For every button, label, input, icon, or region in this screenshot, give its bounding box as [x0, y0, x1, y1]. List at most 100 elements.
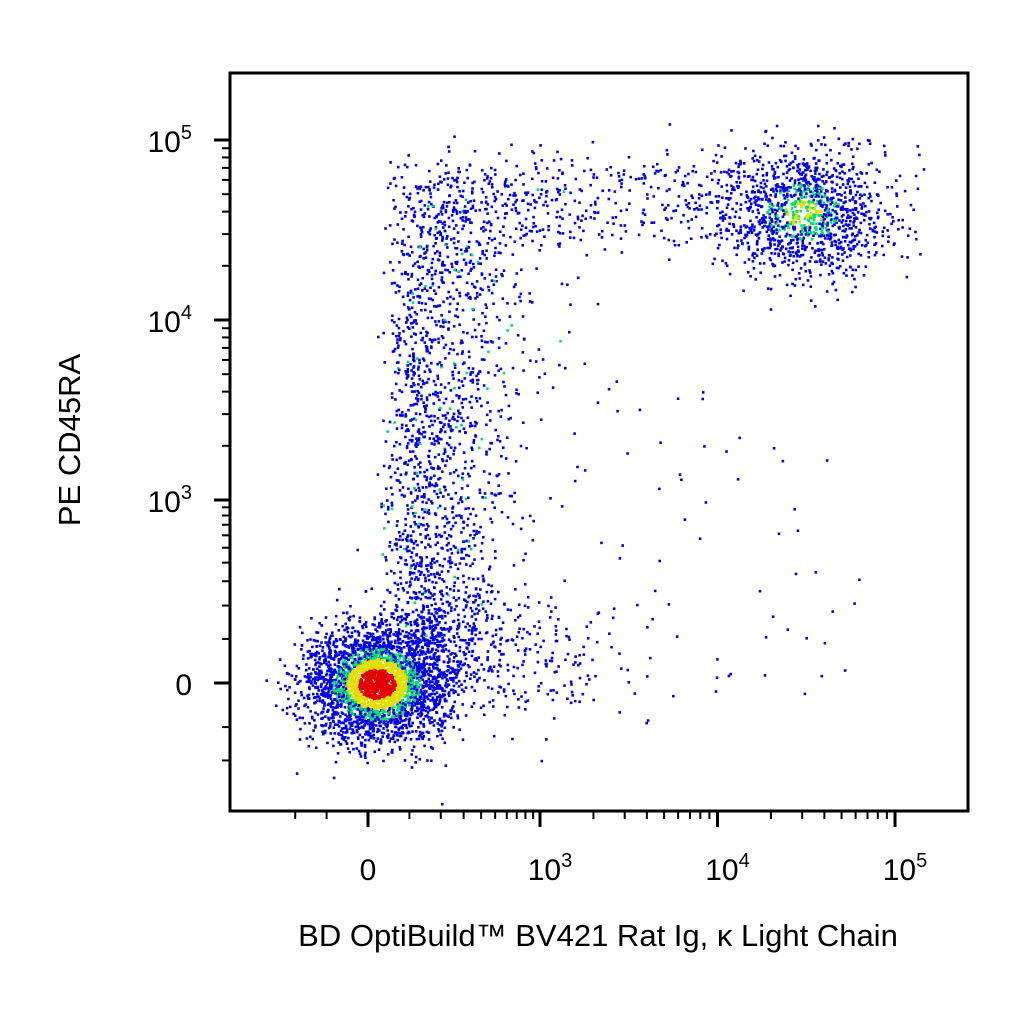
data-point — [474, 598, 477, 602]
data-point — [464, 263, 468, 266]
data-point — [531, 239, 534, 243]
data-point — [503, 385, 506, 388]
data-point — [585, 253, 589, 257]
data-point — [364, 620, 368, 624]
data-point — [483, 173, 487, 176]
data-point — [412, 689, 415, 693]
data-point — [410, 664, 414, 668]
data-point — [313, 676, 317, 679]
data-point — [382, 721, 385, 725]
data-point — [518, 295, 521, 299]
data-point — [443, 531, 447, 534]
data-point — [513, 491, 516, 495]
data-point — [452, 206, 456, 209]
data-point — [385, 687, 389, 690]
data-point — [372, 697, 376, 701]
data-point — [434, 237, 438, 240]
data-point — [474, 514, 478, 517]
data-point — [486, 175, 489, 178]
data-point — [439, 430, 442, 434]
data-point — [322, 680, 326, 684]
data-point — [382, 701, 386, 704]
data-point — [359, 647, 362, 651]
data-point — [407, 661, 411, 665]
data-point — [466, 524, 469, 527]
data-point — [481, 607, 485, 610]
data-point — [609, 174, 613, 177]
data-point — [414, 333, 418, 336]
data-point — [385, 572, 389, 575]
data-point — [412, 358, 415, 361]
data-point — [430, 361, 433, 365]
data-point — [349, 682, 352, 685]
data-point — [396, 669, 400, 673]
data-point — [413, 390, 417, 393]
data-point — [363, 743, 367, 747]
data-point — [402, 589, 406, 592]
data-point — [452, 241, 456, 245]
data-point — [414, 499, 417, 502]
data-point — [407, 689, 410, 693]
data-point — [416, 642, 419, 646]
data-point — [343, 653, 346, 656]
data-point — [383, 660, 387, 664]
data-point — [440, 207, 443, 210]
data-point — [526, 606, 530, 609]
data-point — [366, 692, 370, 695]
data-point — [443, 507, 447, 510]
data-point — [418, 283, 422, 287]
data-point — [452, 516, 455, 520]
data-point — [417, 365, 420, 369]
data-point — [432, 573, 436, 576]
data-point — [465, 641, 468, 645]
data-point — [487, 371, 490, 374]
data-point — [339, 729, 343, 733]
data-point — [426, 207, 430, 211]
data-point — [347, 677, 351, 681]
data-point — [415, 628, 418, 632]
data-point — [505, 159, 508, 163]
data-point — [373, 616, 376, 619]
data-point — [422, 524, 425, 527]
data-point — [423, 382, 426, 385]
data-point — [358, 698, 362, 702]
data-point — [405, 726, 409, 730]
data-point — [343, 677, 346, 681]
data-point — [415, 402, 419, 406]
data-point — [398, 672, 402, 675]
data-point — [462, 690, 466, 693]
data-point — [341, 695, 344, 699]
data-point — [397, 317, 401, 321]
data-point — [426, 697, 430, 701]
data-point — [445, 521, 449, 525]
data-point — [406, 634, 410, 638]
data-point — [335, 671, 339, 675]
data-point — [398, 489, 402, 492]
data-point — [436, 552, 440, 555]
data-point — [346, 709, 350, 713]
data-point — [297, 707, 300, 710]
data-point — [382, 271, 386, 275]
data-point — [403, 635, 407, 638]
data-point — [453, 418, 456, 421]
data-point — [441, 628, 444, 631]
data-point — [411, 292, 414, 295]
data-point — [433, 305, 436, 308]
data-point — [457, 693, 460, 696]
data-point — [407, 681, 411, 684]
data-point — [451, 209, 455, 212]
data-point — [465, 371, 469, 375]
data-point — [365, 648, 369, 651]
data-point — [482, 384, 486, 387]
data-point — [448, 302, 452, 306]
data-point — [387, 701, 390, 704]
data-point — [377, 677, 381, 681]
data-point — [447, 638, 451, 641]
data-point — [490, 492, 493, 495]
data-point — [424, 709, 428, 713]
data-point — [392, 716, 395, 719]
data-point — [435, 611, 439, 615]
data-point — [400, 411, 404, 414]
data-point — [344, 713, 347, 717]
data-point — [432, 724, 436, 727]
